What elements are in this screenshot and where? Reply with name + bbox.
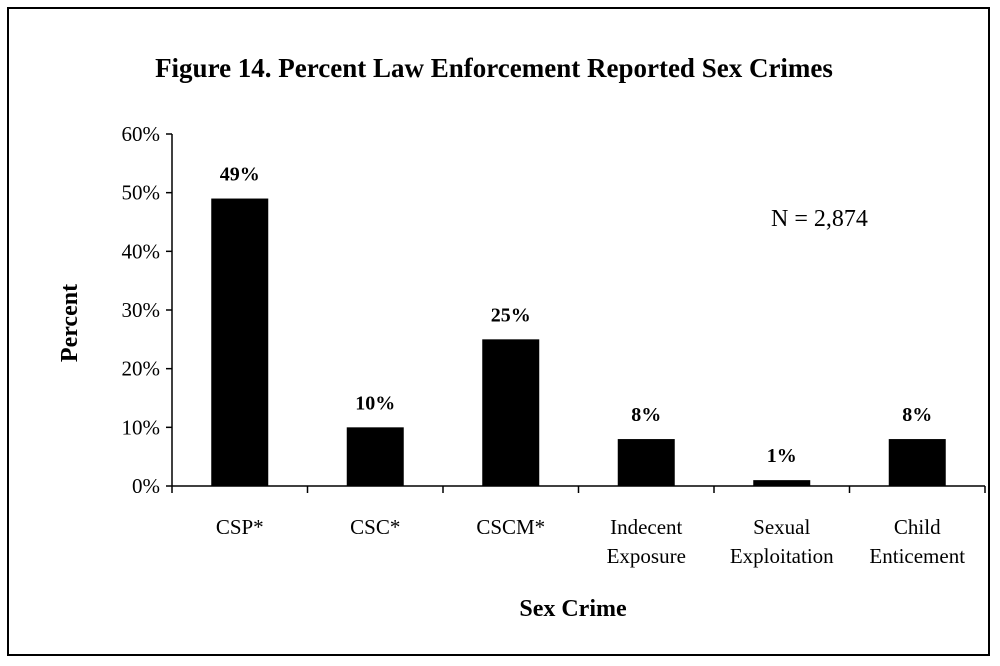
bar xyxy=(482,339,540,486)
bar xyxy=(753,480,811,486)
category-label: Enticement xyxy=(869,544,965,568)
y-tick-label: 30% xyxy=(122,298,161,322)
category-label: Exposure xyxy=(607,544,686,568)
bar xyxy=(211,198,269,487)
category-label: CSP* xyxy=(216,515,264,539)
category-label: CSCM* xyxy=(476,515,545,539)
y-tick-label: 0% xyxy=(132,474,160,498)
x-axis-title: Sex Crime xyxy=(519,596,627,622)
data-label: 8% xyxy=(631,404,661,426)
data-label: 49% xyxy=(220,164,260,186)
chart-frame: Figure 14. Percent Law Enforcement Repor… xyxy=(7,7,990,656)
y-tick-label: 50% xyxy=(122,181,161,205)
bar xyxy=(346,427,404,486)
bar xyxy=(617,439,675,486)
y-tick-label: 20% xyxy=(122,357,161,381)
y-tick-label: 40% xyxy=(122,239,161,263)
data-label: 1% xyxy=(767,445,797,467)
bar-chart: Figure 14. Percent Law Enforcement Repor… xyxy=(57,53,986,622)
y-axis-ticks: 0% 10% 20% 30% 40% 50% 60% xyxy=(122,122,172,498)
category-label: Sexual xyxy=(753,515,810,539)
data-label: 25% xyxy=(491,304,531,326)
data-labels: 49% 10% 25% 8% 1% 8% xyxy=(220,164,933,468)
y-tick-label: 10% xyxy=(122,415,161,439)
category-label: Indecent xyxy=(610,515,682,539)
category-label: Exploitation xyxy=(730,544,834,568)
y-axis-title: Percent xyxy=(57,284,83,362)
category-label: Child xyxy=(894,515,941,539)
data-label: 10% xyxy=(355,392,395,414)
sample-size-annotation: N = 2,874 xyxy=(771,206,868,232)
category-label: CSC* xyxy=(350,515,400,539)
bar-series xyxy=(211,198,946,487)
chart-title: Figure 14. Percent Law Enforcement Repor… xyxy=(155,53,833,83)
y-tick-label: 60% xyxy=(122,122,161,146)
data-label: 8% xyxy=(902,404,932,426)
category-labels: CSP* CSC* CSCM* Indecent Exposure Sexual Explo… xyxy=(216,515,965,568)
x-axis-ticks xyxy=(171,486,986,493)
bar xyxy=(888,439,946,486)
